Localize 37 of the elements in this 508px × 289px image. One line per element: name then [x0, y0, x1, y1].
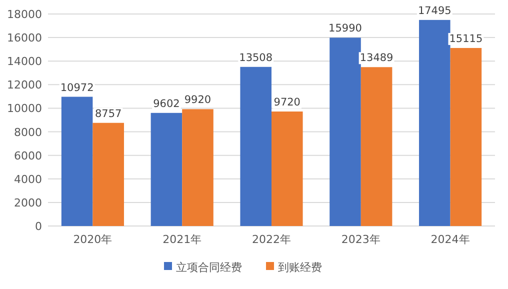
- bar: [450, 48, 482, 226]
- y-tick-label: 8000: [14, 126, 42, 139]
- legend-label: 立项合同经费: [176, 261, 242, 274]
- data-label: 13489: [360, 52, 394, 64]
- y-tick-label: 2000: [14, 196, 42, 210]
- data-label: 13508: [239, 52, 273, 64]
- y-tick-label: 14000: [7, 55, 42, 68]
- data-label: 15115: [449, 32, 483, 45]
- x-tick-label: 2023年: [341, 233, 380, 246]
- legend-label: 到账经费: [278, 261, 322, 274]
- y-tick-label: 12000: [7, 78, 42, 92]
- bar: [61, 96, 93, 226]
- bar: [330, 38, 361, 226]
- data-label: 9602: [153, 98, 180, 110]
- bar: [92, 122, 124, 226]
- bar: [150, 112, 182, 226]
- x-tick-label: 2021年: [162, 233, 202, 246]
- data-label: 8757: [94, 108, 122, 120]
- y-tick-label: 4000: [14, 172, 42, 186]
- data-label: 9920: [184, 94, 212, 106]
- bar: [360, 67, 392, 226]
- bar: [240, 66, 272, 226]
- bar: [272, 112, 303, 226]
- data-label: 10972: [60, 82, 94, 94]
- bar: [419, 20, 450, 226]
- bar: [182, 109, 214, 226]
- x-tick-label: 2020年: [73, 233, 112, 246]
- y-tick-label: 6000: [14, 149, 42, 162]
- y-tick-label: 10000: [7, 102, 42, 116]
- y-tick-label: 0: [35, 220, 42, 233]
- x-tick-label: 2024年: [430, 233, 470, 246]
- y-tick-label: 16000: [7, 32, 42, 45]
- data-label: 15990: [328, 22, 362, 35]
- x-tick-label: 2022年: [252, 233, 291, 246]
- data-label: 9720: [274, 96, 301, 109]
- data-label: 17495: [418, 4, 452, 17]
- y-tick-label: 18000: [7, 8, 42, 21]
